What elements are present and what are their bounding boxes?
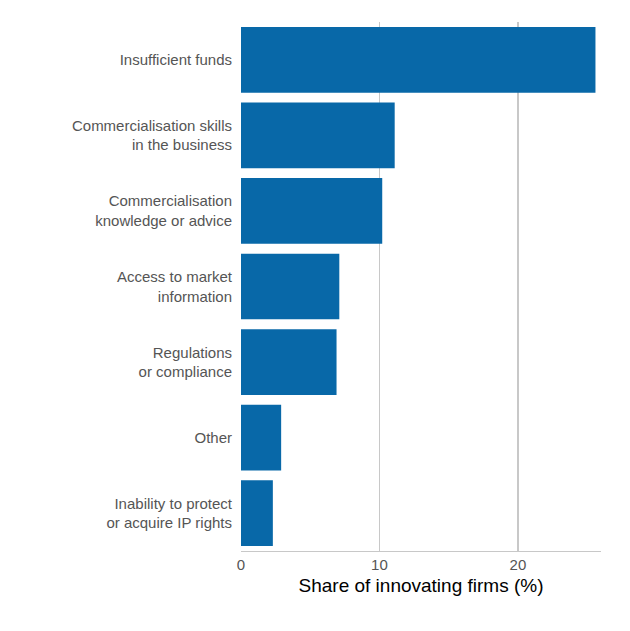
svg-text:10: 10 <box>371 556 388 573</box>
svg-text:Other: Other <box>194 429 232 446</box>
svg-text:Insufficient funds: Insufficient funds <box>120 51 232 68</box>
svg-text:Regulationsor compliance: Regulationsor compliance <box>139 344 232 381</box>
svg-text:Inability to protector acquire: Inability to protector acquire IP rights <box>106 495 232 532</box>
svg-text:Commercialisationknowledge or: Commercialisationknowledge or advice <box>95 192 232 229</box>
svg-text:0: 0 <box>237 556 245 573</box>
svg-text:Access to marketinformation: Access to marketinformation <box>117 268 233 305</box>
svg-text:Commercialisation skillsin the: Commercialisation skillsin the business <box>72 117 232 154</box>
svg-text:Share of innovating firms (%): Share of innovating firms (%) <box>299 575 544 596</box>
svg-text:20: 20 <box>510 556 527 573</box>
